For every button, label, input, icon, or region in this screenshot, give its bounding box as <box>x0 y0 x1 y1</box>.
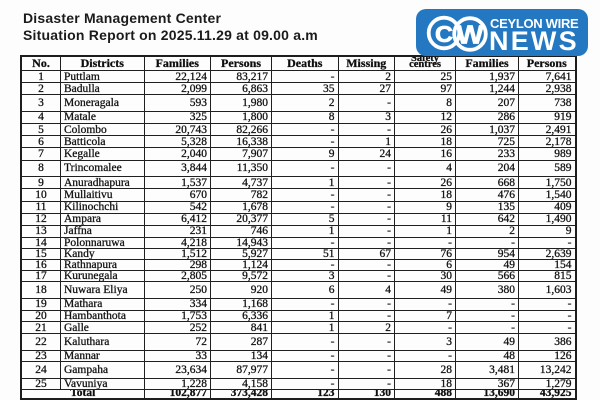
svg-text:W: W <box>457 20 484 49</box>
svg-text:C: C <box>435 22 453 48</box>
